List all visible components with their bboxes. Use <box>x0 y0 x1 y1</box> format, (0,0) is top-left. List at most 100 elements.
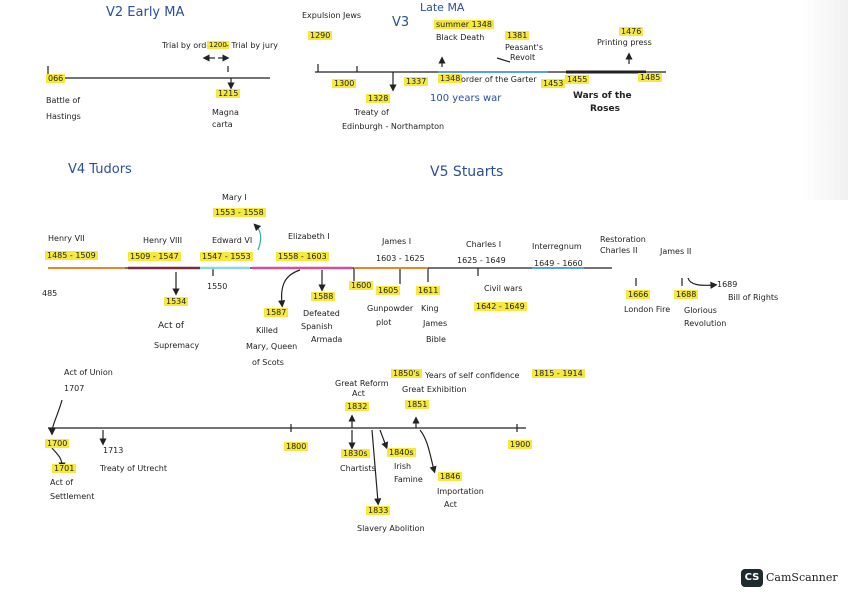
label-bible: Bible <box>426 335 446 344</box>
label-supremacy: Supremacy <box>154 341 200 350</box>
label-act: Act <box>352 389 365 398</box>
label-plot: plot <box>376 318 392 327</box>
label-revolt: Revolt <box>510 53 536 62</box>
years-edward-vi: 1547 - 1553 <box>200 252 253 262</box>
label-act-of: Act of <box>158 321 185 331</box>
label-irish: Irish <box>394 462 412 471</box>
label-london-fire: London Fire <box>624 305 671 314</box>
label-armada: Armada <box>311 335 343 344</box>
label-king: King <box>421 304 439 313</box>
date-1707: 1707 <box>64 384 85 393</box>
label-magna: Magna <box>212 108 239 117</box>
date-1587: 1587 <box>264 308 289 318</box>
label-carta: carta <box>212 120 233 129</box>
date-1453: 1453 <box>541 79 566 89</box>
label-chartists: Chartists <box>340 464 376 473</box>
date-1830s: 1830s <box>341 449 370 459</box>
mary-arrow <box>253 223 262 251</box>
heading-v2-early-ma: V2 Early MA <box>106 5 185 20</box>
label-wars-of-the: Wars of the <box>573 91 632 101</box>
label-100-years-war: 100 years war <box>430 93 502 104</box>
date-1476: 1476 <box>619 27 644 37</box>
arrow-1833 <box>371 429 382 506</box>
arrow-act-of-union <box>48 399 63 436</box>
label-edward-vi: Edward VI <box>212 236 253 245</box>
date-1328: 1328 <box>366 94 391 104</box>
label-spanish: Spanish <box>301 322 333 331</box>
timeline-tick <box>496 57 511 63</box>
label-act-of-union: Act of Union <box>64 368 113 377</box>
date-1701: 1701 <box>52 464 77 474</box>
label-mary-queen: Mary, Queen <box>246 342 298 351</box>
date-1381: 1381 <box>505 31 530 41</box>
label-glorious: Glorious <box>684 306 717 315</box>
years-mary-i: 1553 - 1558 <box>213 208 266 218</box>
heading-v3: V3 <box>392 15 410 30</box>
label-interregnum: Interregnum <box>532 242 582 251</box>
date-1688: 1688 <box>674 290 699 300</box>
date-summer-1348: summer 1348 <box>434 20 494 30</box>
date-1713: 1713 <box>103 446 124 455</box>
years-henry-vii: 1485 - 1509 <box>45 251 98 261</box>
label-civil-wars: Civil wars <box>484 284 523 293</box>
date-1611: 1611 <box>416 286 441 296</box>
date-1455: 1455 <box>565 75 590 85</box>
arrow-1689 <box>687 277 718 289</box>
date-1605: 1605 <box>376 286 401 296</box>
label-great-reform: Great Reform <box>335 379 389 388</box>
date-1832: 1832 <box>345 402 370 412</box>
date-1800: 1800 <box>284 442 309 452</box>
date-1666: 1666 <box>626 290 651 300</box>
years-civil-wars: 1642 - 1649 <box>474 302 527 312</box>
date-1700: 1700 <box>45 439 70 449</box>
years-james-i: 1603 - 1625 <box>376 254 425 263</box>
years-elizabeth-i: 1558 - 1603 <box>276 252 329 262</box>
label-expulsion-jews: Expulsion Jews <box>302 11 362 20</box>
label-peasants: Peasant's <box>505 43 544 52</box>
date-1215: 1215 <box>216 89 241 99</box>
label-bill-of-rights: Bill of Rights <box>728 293 779 302</box>
label-trial-suffix: - Trial by jury <box>226 41 278 50</box>
heading-v5-stuarts: V5 Stuarts <box>430 164 504 180</box>
date-1846: 1846 <box>438 472 463 482</box>
label-slavery-abolition: Slavery Abolition <box>357 524 425 533</box>
years-charles-i: 1625 - 1649 <box>457 256 506 265</box>
years-1815-1914: 1815 - 1914 <box>532 369 585 379</box>
label-act-of-settlement-1: Act of <box>50 478 74 487</box>
label-elizabeth-i: Elizabeth I <box>288 232 330 241</box>
date-1485: 1485 <box>638 73 663 83</box>
date-1689: 1689 <box>717 280 738 289</box>
date-1550: 1550 <box>207 282 228 291</box>
label-henry-viii: Henry VIII <box>143 236 183 245</box>
label-trial-prefix: Trial by ordeal <box>162 41 219 50</box>
date-1534: 1534 <box>164 297 189 307</box>
years-henry-viii: 1509 - 1547 <box>128 252 181 262</box>
label-order-of-the-garter: order of the Garter <box>461 75 537 84</box>
label-importation: Importation <box>437 487 484 496</box>
label-defeated: Defeated <box>303 309 340 318</box>
label-roses: Roses <box>590 104 620 114</box>
date-1833: 1833 <box>366 506 391 516</box>
date-1900: 1900 <box>508 440 533 450</box>
label-killed: Killed <box>256 326 278 335</box>
label-revolution: Revolution <box>684 319 727 328</box>
label-great-exhibition: Great Exhibition <box>402 385 467 394</box>
label-years-of-self-confidence: Years of self confidence <box>425 371 520 380</box>
label-treaty-of-utrecht: Treaty of Utrecht <box>100 464 167 473</box>
label-settlement: Settlement <box>50 492 95 501</box>
heading-v4-tudors: V4 Tudors <box>68 162 132 177</box>
camscanner-logo-icon: CS <box>741 569 763 587</box>
date-1851: 1851 <box>405 400 430 410</box>
date-1850s: 1850's <box>391 369 422 379</box>
label-black-death: Black Death <box>436 33 485 42</box>
date-1600: 1600 <box>349 281 374 291</box>
label-printing-press: Printing press <box>597 38 652 47</box>
label-gunpowder: Gunpowder <box>367 304 414 313</box>
label-treaty-of: Treaty of <box>354 108 389 117</box>
label-henry-vii: Henry VII <box>48 234 85 243</box>
date-1840s: 1840s <box>387 448 416 458</box>
label-james-i: James I <box>382 237 412 246</box>
date-1200: 1200 <box>207 41 229 50</box>
arrow-1840s <box>379 429 389 450</box>
